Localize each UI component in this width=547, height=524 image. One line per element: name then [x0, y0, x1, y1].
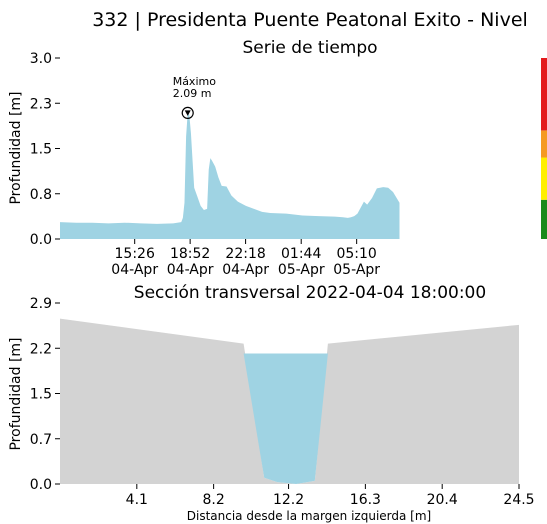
x-tick-label: 4.1	[126, 492, 148, 508]
time-series-plot: 0.00.81.52.33.015:2604-Apr18:5204-Apr22:…	[30, 51, 547, 278]
x-tick-time: 15:26	[115, 246, 155, 262]
x-tick-label: 24.5	[503, 492, 534, 508]
alert-band-green	[541, 199, 547, 239]
alert-band-orange	[541, 130, 547, 158]
x-tick-label: 20.4	[427, 492, 458, 508]
figure-title: 332 | Presidenta Puente Peatonal Exito -…	[92, 9, 528, 31]
x-tick-date: 04-Apr	[222, 262, 269, 278]
y-tick-label: 2.3	[30, 96, 52, 112]
y-tick-label: 0.0	[30, 232, 52, 248]
cross-section-ylabel: Profundidad [m]	[8, 337, 24, 450]
y-tick-label: 0.0	[30, 477, 52, 493]
max-annotation-value: 2.09 m	[173, 87, 212, 100]
x-tick-date: 05-Apr	[333, 262, 380, 278]
terrain-area	[60, 318, 519, 484]
x-tick-time: 01:44	[281, 246, 321, 262]
y-tick-label: 1.5	[30, 387, 52, 403]
y-tick-label: 0.8	[30, 187, 52, 203]
y-tick-label: 1.5	[30, 142, 52, 158]
max-marker-triangle	[184, 110, 191, 116]
time-series-ylabel: Profundidad [m]	[8, 91, 24, 204]
water-area	[243, 353, 328, 484]
x-tick-label: 8.2	[202, 492, 224, 508]
x-tick-label: 12.2	[273, 492, 304, 508]
max-marker-circle	[181, 106, 194, 120]
alert-band-yellow	[541, 157, 547, 200]
x-tick-label: 16.3	[350, 492, 381, 508]
x-tick-time: 18:52	[170, 246, 210, 262]
cross-section-xlabel: Distancia desde la margen izquierda [m]	[187, 509, 431, 523]
x-tick-time: 05:10	[336, 246, 376, 262]
x-tick-date: 05-Apr	[278, 262, 325, 278]
y-tick-label: 2.9	[30, 296, 52, 312]
depth-area	[60, 112, 400, 239]
y-tick-label: 3.0	[30, 51, 52, 67]
cross-section-plot: 0.0 0.7 1.5 2.2 2.9 4.1 8.2 12.2 16.3 20.4 24.5	[30, 296, 535, 508]
max-annotation-label: Máximo	[173, 75, 217, 88]
x-tick-date: 04-Apr	[111, 262, 158, 278]
y-tick-label: 2.2	[30, 341, 52, 357]
time-series-title: Serie de tiempo	[242, 38, 377, 58]
x-tick-date: 04-Apr	[167, 262, 214, 278]
cross-section-title: Sección transversal 2022-04-04 18:00:00	[134, 283, 486, 303]
x-tick-time: 22:18	[225, 246, 265, 262]
y-tick-label: 0.7	[30, 432, 52, 448]
alert-band-red	[541, 58, 547, 131]
